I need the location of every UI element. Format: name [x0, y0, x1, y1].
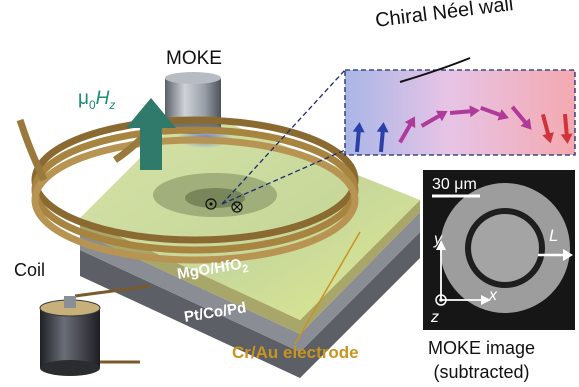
spin-arrow-7 [540, 113, 554, 144]
coil-lead-left [16, 118, 48, 182]
moke-label: MOKE [166, 48, 222, 69]
spin-arrow-0 [352, 122, 365, 153]
axis-z-label: z [431, 309, 439, 326]
axis-z-icon [435, 294, 447, 306]
moke-image-caption: MOKE image (subtracted) [428, 338, 536, 382]
axis-x-label: x [489, 287, 497, 304]
field-arrow-icon [126, 98, 176, 170]
dot-out-of-plane-icon [205, 198, 217, 210]
spin-arrow-2 [398, 116, 416, 144]
coil-label: Coil [14, 260, 46, 280]
domain-inner [185, 188, 245, 208]
ptcopd-layer [80, 212, 420, 352]
mgo-layer [80, 200, 420, 334]
field-label: μ0Hz [78, 88, 116, 112]
axis-y-label: y [434, 231, 442, 248]
spin-arrow-4 [449, 105, 480, 118]
spin-arrow-8 [560, 113, 573, 144]
moke-center-domain [471, 214, 539, 282]
chiral-wall-bracket [399, 57, 471, 83]
spin-arrow-3 [420, 110, 448, 128]
battery-wire-top [74, 284, 151, 298]
battery-icon [40, 308, 100, 368]
spin-arrow-5 [480, 106, 509, 121]
cross-into-plane-icon [231, 201, 243, 213]
cr-au-electrode-leader [294, 231, 361, 345]
coil-front-turn [31, 136, 359, 264]
moke-objective-top [165, 72, 221, 84]
scale-bar-label: 30 μm [432, 176, 477, 193]
cr-au-electrode-label: Cr/Au electrode [232, 343, 359, 362]
spin-arrows [352, 105, 573, 153]
spin-arrow-6 [510, 105, 532, 130]
film-top-surface [80, 108, 420, 320]
spin-arrow-1 [376, 122, 389, 153]
zoom-line-bottom [221, 149, 346, 205]
axis-L-label: L [549, 226, 559, 245]
substrate-side-front [80, 232, 420, 378]
zoom-line-top [221, 69, 346, 205]
